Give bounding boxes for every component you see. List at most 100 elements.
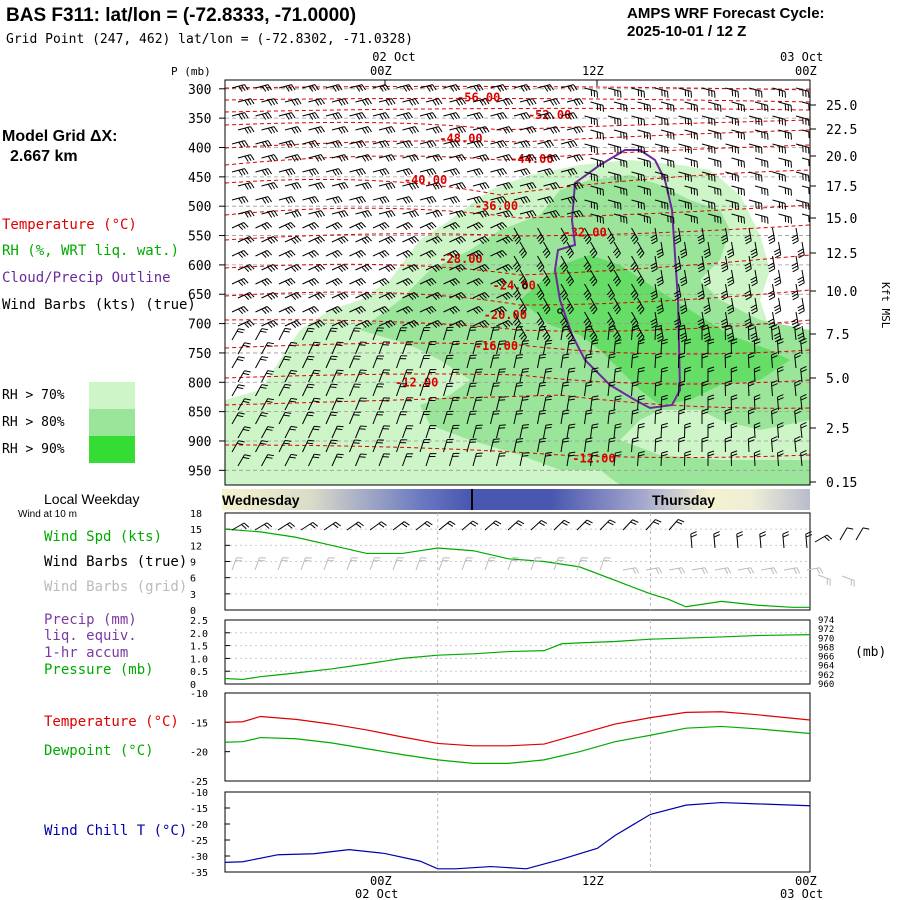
- wind-barb: [725, 115, 739, 126]
- pressure-tick-label: 968: [818, 643, 834, 653]
- wind-barb: [794, 379, 801, 397]
- wind-barb: [419, 112, 437, 120]
- wind-barb: [496, 236, 513, 244]
- wind-barb: [770, 352, 778, 369]
- wind-barb: [425, 236, 443, 244]
- wind-barb: [496, 264, 513, 272]
- wind-barb: [724, 324, 732, 341]
- wind-barb: [378, 453, 390, 467]
- wind-chill-line: [224, 801, 811, 870]
- wind-barb: [507, 520, 525, 531]
- wind-barb: [720, 311, 729, 329]
- wind-barb: [402, 320, 419, 328]
- wind-barb: [331, 154, 349, 162]
- wind-barb: [801, 129, 810, 139]
- pressure-axis-label: P (mb): [171, 65, 211, 78]
- wind-barb: [237, 370, 251, 383]
- wind-barb: [261, 182, 278, 190]
- wind-barb: [724, 380, 732, 397]
- height-tick-label: 10.0: [826, 285, 857, 300]
- pressure-line: [224, 634, 811, 681]
- wind-barb: [650, 227, 658, 245]
- wind-barb: [773, 269, 782, 287]
- wind-barb: [278, 355, 292, 369]
- wind-barb: [631, 437, 639, 453]
- legend-rh: RH (%, WRT liq. wat.): [2, 243, 180, 259]
- wind-barb: [325, 168, 343, 176]
- y-tick-label: -15: [190, 718, 208, 729]
- wind-barb: [530, 520, 548, 531]
- wind-barb: [622, 567, 640, 575]
- wind-barb: [438, 520, 456, 531]
- temperature-label: -52.00: [528, 108, 571, 122]
- wind-barb: [472, 210, 490, 218]
- pressure-tick-label: 900: [188, 435, 211, 450]
- wind-barb: [631, 353, 639, 369]
- wind-barb: [559, 227, 568, 245]
- wind-barb: [576, 519, 593, 531]
- wind-barb: [560, 353, 570, 369]
- wind-barb: [660, 101, 675, 112]
- wind-barb: [701, 143, 716, 154]
- wind-barb: [261, 342, 275, 355]
- wind-barb: [613, 395, 622, 411]
- wind-barb: [496, 126, 513, 134]
- wind-barb: [300, 521, 318, 531]
- wind-barb: [349, 355, 361, 369]
- wind-barb: [255, 384, 269, 397]
- wind-barb: [660, 422, 668, 439]
- wind-barb: [660, 394, 668, 411]
- wind-barb: [449, 292, 466, 300]
- wind-barb: [349, 306, 366, 314]
- wind-barb: [606, 283, 615, 301]
- wind-barb: [425, 341, 437, 355]
- wind-barb: [747, 436, 755, 453]
- wind-barb: [331, 210, 349, 218]
- wind-barb: [308, 182, 325, 190]
- wind-barb: [277, 557, 289, 571]
- wind-barb: [613, 451, 622, 467]
- wind-barb: [472, 452, 483, 467]
- wind-barb: [678, 436, 686, 453]
- wind-barb: [372, 383, 384, 397]
- wind-barb: [512, 227, 521, 245]
- y-tick-label: -25: [190, 777, 208, 788]
- temperature-label: -40.00: [404, 173, 447, 187]
- wind-barb: [543, 126, 560, 134]
- wind-barb: [490, 382, 500, 397]
- wind-barb: [513, 196, 531, 204]
- wind-barb: [496, 424, 506, 439]
- wind-barb: [772, 171, 786, 182]
- wind-barb: [255, 412, 269, 425]
- wind-barb: [537, 84, 554, 92]
- wind-barb: [254, 557, 266, 571]
- wind-barb: [654, 143, 669, 154]
- wind-barb: [323, 557, 335, 571]
- wind-barb: [613, 339, 622, 355]
- wind-barb: [707, 185, 722, 196]
- top-date-label: 03 Oct: [780, 50, 823, 64]
- legend-wind-barbs-true: Wind Barbs (true): [44, 554, 188, 570]
- wind-barb: [396, 84, 413, 92]
- wind-barb: [701, 408, 709, 424]
- wind-barb: [278, 411, 292, 425]
- wind-barb: [372, 196, 390, 204]
- y-tick-label: -35: [190, 868, 208, 879]
- wind-barb: [325, 112, 343, 120]
- wind-barb: [590, 157, 604, 168]
- wind-barb: [261, 320, 278, 328]
- wind-barb: [583, 283, 592, 301]
- wind-barb: [255, 356, 269, 369]
- wind-barb: [496, 182, 513, 190]
- wind-barb: [496, 340, 506, 355]
- wind-barb: [660, 213, 675, 224]
- wind-barb: [308, 154, 325, 162]
- wind-barb: [496, 154, 513, 162]
- wind-barb: [654, 380, 662, 397]
- wind-barb: [284, 182, 302, 190]
- wind-barb: [261, 398, 275, 411]
- wind-barb: [466, 382, 477, 397]
- wind-barb: [560, 140, 578, 148]
- wind-barb: [701, 171, 716, 182]
- wind-barb: [349, 168, 366, 176]
